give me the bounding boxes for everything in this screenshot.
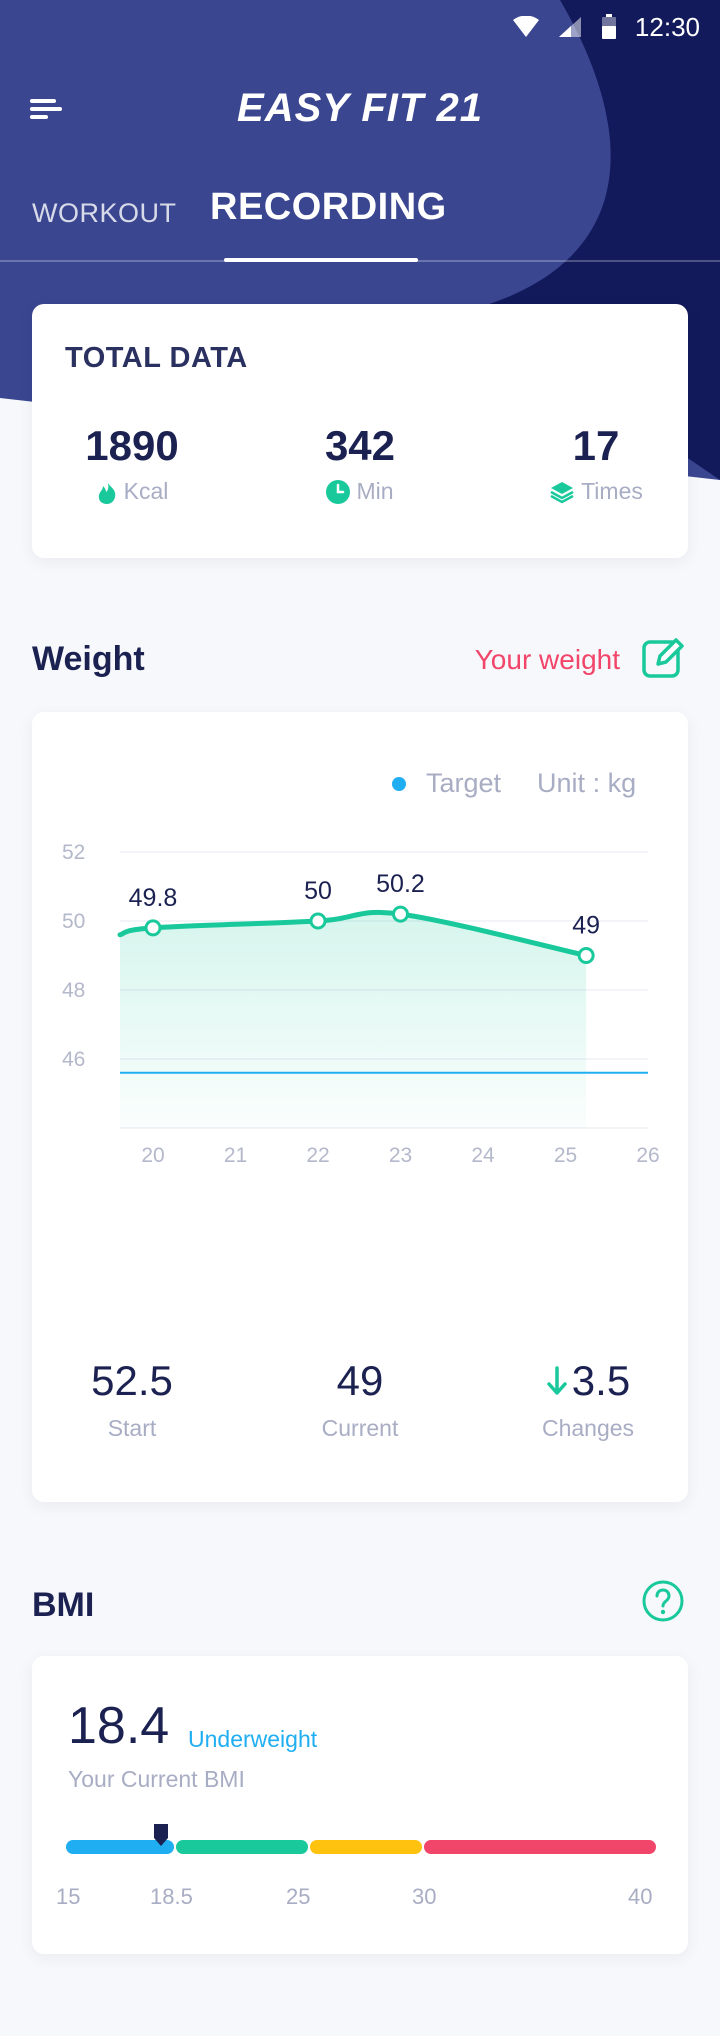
data-point bbox=[392, 905, 409, 923]
weight-card: Target Unit : kg 52 50 48 46 49.8 50 50.2 49 2… bbox=[32, 712, 688, 1502]
data-point bbox=[577, 947, 595, 964]
hamburger-menu-icon[interactable] bbox=[30, 94, 66, 124]
edit-icon[interactable] bbox=[640, 636, 684, 680]
status-bar: 12:30 bbox=[512, 10, 700, 44]
bmi-segment-obese bbox=[424, 1840, 656, 1854]
bmi-subtitle: Your Current BMI bbox=[68, 1766, 245, 1792]
bmi-segment-underweight bbox=[66, 1840, 174, 1854]
data-label: 50.2 bbox=[376, 870, 425, 898]
changes-stat: 3.5 Changes bbox=[488, 1357, 688, 1442]
current-stat: 49 Current bbox=[260, 1357, 460, 1442]
x-tick-label: 23 bbox=[389, 1144, 412, 1167]
start-value: 52.5 bbox=[91, 1357, 173, 1404]
x-tick-label: 21 bbox=[224, 1144, 247, 1167]
minutes-stat: 342 Min bbox=[260, 422, 460, 505]
start-stat: 52.5 Start bbox=[32, 1357, 232, 1442]
bmi-segment-overweight bbox=[310, 1840, 422, 1854]
minutes-value: 342 bbox=[324, 422, 396, 469]
current-value: 49 bbox=[336, 1357, 384, 1404]
x-tick-label: 24 bbox=[471, 1144, 495, 1167]
flame-icon bbox=[98, 480, 115, 504]
data-label: 49 bbox=[572, 912, 600, 940]
weight-section-title: Weight bbox=[32, 640, 145, 678]
x-tick-label: 22 bbox=[306, 1144, 329, 1167]
minutes-label: Min bbox=[356, 478, 394, 504]
arrow-down-icon bbox=[547, 1366, 567, 1395]
y-tick-label: 50 bbox=[62, 910, 85, 933]
bmi-tick-40: 40 bbox=[628, 1884, 653, 1909]
x-tick-label: 25 bbox=[554, 1144, 577, 1167]
y-tick-label: 52 bbox=[62, 841, 85, 864]
app-title: EASY FIT 21 bbox=[237, 86, 483, 130]
data-point bbox=[309, 912, 327, 930]
help-icon[interactable] bbox=[642, 1580, 684, 1622]
clock-icon bbox=[326, 479, 351, 504]
bmi-scale-bar bbox=[66, 1840, 656, 1854]
bmi-segment-normal bbox=[176, 1840, 308, 1854]
times-label: Times bbox=[581, 478, 643, 504]
bmi-tick-30: 30 bbox=[412, 1884, 437, 1909]
bmi-tick-15: 15 bbox=[56, 1884, 81, 1909]
bmi-value: 18.4 bbox=[68, 1697, 170, 1755]
bmi-status: Underweight bbox=[188, 1726, 318, 1752]
chart-legend: Target Unit : kg bbox=[392, 768, 636, 799]
data-label: 50 bbox=[304, 877, 332, 905]
kcal-stat: 1890 Kcal bbox=[32, 422, 232, 505]
bmi-marker-icon bbox=[154, 1824, 168, 1846]
tab-workout[interactable]: WORKOUT bbox=[32, 198, 177, 228]
unit-label: Unit : kg bbox=[537, 768, 637, 798]
your-weight-link[interactable]: Your weight bbox=[474, 644, 620, 675]
tab-bar: WORKOUT RECORDING bbox=[0, 180, 720, 262]
bmi-tick-25: 25 bbox=[286, 1884, 311, 1909]
kcal-label: Kcal bbox=[123, 478, 169, 504]
times-stat: 17 Times bbox=[496, 422, 696, 505]
active-tab-indicator bbox=[224, 258, 418, 262]
status-time: 12:30 bbox=[634, 11, 700, 42]
layers-icon bbox=[550, 481, 574, 503]
changes-label: Changes bbox=[541, 1415, 635, 1441]
kcal-value: 1890 bbox=[85, 422, 179, 469]
x-tick-label: 26 bbox=[636, 1144, 659, 1167]
start-label: Start bbox=[107, 1415, 157, 1441]
tab-recording[interactable]: RECORDING bbox=[210, 186, 447, 228]
target-legend-dot bbox=[392, 776, 406, 791]
target-legend-label: Target bbox=[426, 768, 502, 798]
total-data-title: TOTAL DATA bbox=[65, 342, 248, 374]
bmi-section-title: BMI bbox=[32, 1586, 95, 1624]
y-tick-label: 46 bbox=[62, 1048, 85, 1071]
battery-icon bbox=[601, 14, 616, 39]
signal-icon bbox=[558, 17, 581, 37]
y-tick-label: 48 bbox=[62, 979, 85, 1002]
weight-chart: 52 50 48 46 49.8 50 50.2 49 20 21 22 23 24 25 26 bbox=[62, 841, 660, 1167]
data-point bbox=[144, 919, 162, 937]
data-label: 49.8 bbox=[129, 884, 178, 912]
bmi-tick-18-5: 18.5 bbox=[150, 1884, 193, 1909]
wifi-icon bbox=[512, 16, 539, 37]
x-tick-label: 20 bbox=[141, 1144, 164, 1167]
times-value: 17 bbox=[572, 422, 620, 469]
top-bar: EASY FIT 21 bbox=[0, 80, 720, 140]
changes-value: 3.5 bbox=[571, 1357, 631, 1404]
weight-area bbox=[120, 912, 587, 1128]
current-label: Current bbox=[321, 1415, 399, 1441]
bmi-card: 18.4 Underweight Your Current BMI 15 18.… bbox=[32, 1656, 688, 1954]
total-data-card: TOTAL DATA 1890 Kcal 342 Min 17 Times bbox=[32, 304, 688, 558]
